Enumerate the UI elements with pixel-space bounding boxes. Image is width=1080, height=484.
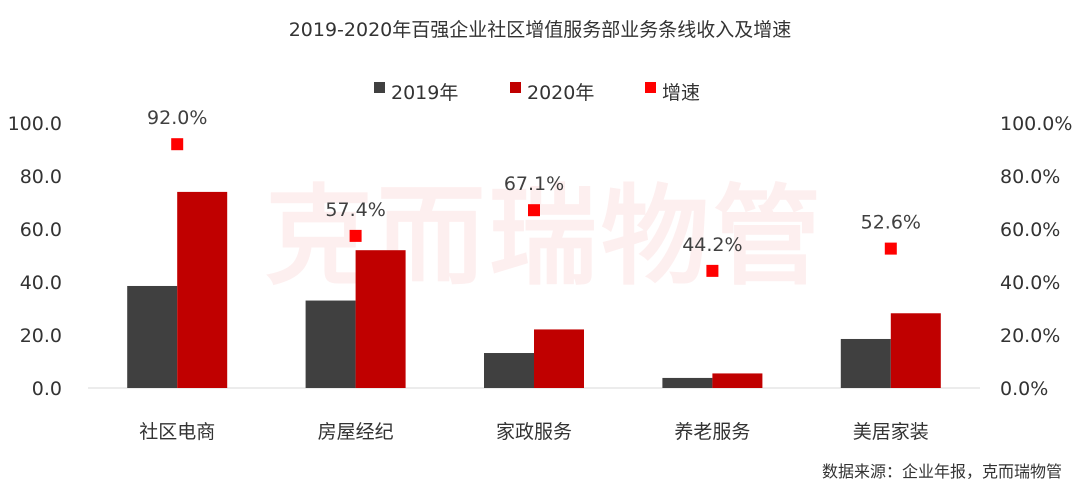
x-axis-labels: 社区电商 房屋经纪 家政服务 养老服务 美居家装 xyxy=(139,421,929,443)
left-axis-tick-label: 60.0 xyxy=(20,219,62,241)
left-axis-tick-label: 80.0 xyxy=(20,166,62,188)
growth-marker xyxy=(706,264,719,277)
legend-label: 增速 xyxy=(662,82,700,104)
right-axis-tick-label: 100.0% xyxy=(1000,113,1072,135)
legend-swatch xyxy=(645,82,656,93)
legend-swatch xyxy=(510,82,521,93)
growth-data-label: 52.6% xyxy=(861,212,921,234)
growth-markers-group: 92.0% 57.4% 67.1% 44.2% 52.6% xyxy=(147,107,921,277)
bar-2020年 xyxy=(355,250,406,388)
left-axis-tick-label: 20.0 xyxy=(20,325,62,347)
right-axis-tick-label: 60.0% xyxy=(1000,219,1060,241)
bar-2020年 xyxy=(534,329,584,388)
legend-label: 2020年 xyxy=(527,82,594,104)
left-axis-tick-label: 40.0 xyxy=(20,272,62,294)
growth-marker xyxy=(171,138,184,151)
legend-swatch xyxy=(374,82,385,93)
growth-marker xyxy=(349,229,362,242)
bar-2020年 xyxy=(890,313,941,388)
category-label: 养老服务 xyxy=(674,421,750,443)
right-axis-tick-label: 20.0% xyxy=(1000,325,1060,347)
category-label: 房屋经纪 xyxy=(318,421,394,443)
left-axis-tick-label: 100.0 xyxy=(8,113,62,135)
bar-2020年 xyxy=(712,373,763,388)
growth-marker xyxy=(884,242,897,255)
bar-2019年 xyxy=(662,377,713,388)
bar-2020年 xyxy=(177,191,228,388)
category-label: 家政服务 xyxy=(496,421,572,443)
left-axis: 0.0 20.0 40.0 60.0 80.0 100.0 xyxy=(8,113,62,400)
source-note: 数据来源：企业年报，克而瑞物管 xyxy=(821,462,1062,481)
growth-data-label: 57.4% xyxy=(325,199,385,221)
bar-2019年 xyxy=(484,353,534,388)
bar-2019年 xyxy=(305,300,356,388)
bar-2019年 xyxy=(840,338,891,388)
right-axis-tick-label: 40.0% xyxy=(1000,272,1060,294)
growth-data-label: 44.2% xyxy=(682,234,742,256)
right-axis-tick-label: 80.0% xyxy=(1000,166,1060,188)
bars-group xyxy=(127,191,941,388)
right-axis: 0.0% 20.0% 40.0% 60.0% 80.0% 100.0% xyxy=(1000,113,1072,400)
growth-data-label: 92.0% xyxy=(147,107,207,129)
left-axis-tick-label: 0.0 xyxy=(32,378,62,400)
growth-marker xyxy=(528,204,540,217)
legend: 2019年 2020年 增速 xyxy=(374,82,700,104)
legend-label: 2019年 xyxy=(391,82,458,104)
chart-title: 2019-2020年百强企业社区增值服务部业务条线收入及增速 xyxy=(289,19,792,41)
growth-data-label: 67.1% xyxy=(504,173,564,195)
right-axis-tick-label: 0.0% xyxy=(1000,378,1048,400)
bar-2019年 xyxy=(127,285,178,388)
category-label: 社区电商 xyxy=(139,421,215,443)
category-label: 美居家装 xyxy=(853,421,929,443)
